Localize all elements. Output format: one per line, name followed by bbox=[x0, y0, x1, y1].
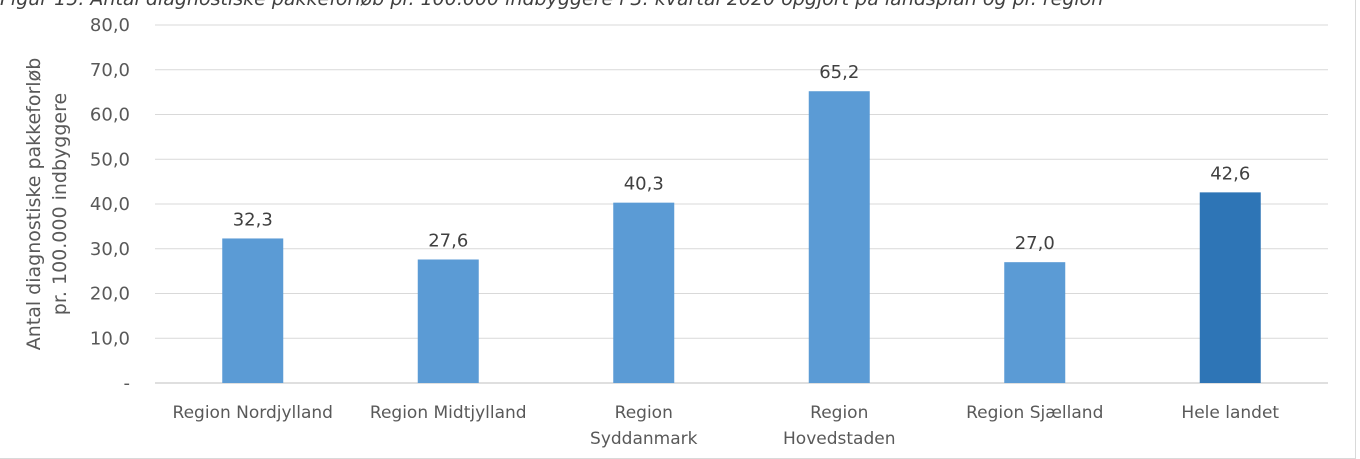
data-label: 40,3 bbox=[624, 174, 664, 195]
x-category-label-line: Syddanmark bbox=[590, 429, 698, 449]
x-category-label-line: Region Sjælland bbox=[966, 403, 1103, 423]
y-tick-label: 70,0 bbox=[90, 60, 130, 81]
x-category-label: Region Midtjylland bbox=[370, 403, 527, 423]
data-label: 27,0 bbox=[1015, 233, 1055, 254]
figure-caption: Figur 15. Antal diagnostiske pakkeforløb… bbox=[0, 0, 1360, 12]
x-category-label: Region Hovedstaden bbox=[783, 403, 895, 449]
y-tick-label: 50,0 bbox=[90, 149, 130, 170]
bar bbox=[1004, 262, 1066, 383]
x-category-label: Hele landet bbox=[1181, 403, 1279, 423]
x-category-label-line: Region Midtjylland bbox=[370, 403, 527, 423]
y-tick-label: 30,0 bbox=[90, 239, 130, 260]
y-axis-title-line: pr. 100.000 indbyggere bbox=[49, 93, 71, 315]
x-category-label-line: Region bbox=[810, 403, 868, 423]
data-label: 32,3 bbox=[233, 209, 273, 230]
y-tick-label: 40,0 bbox=[90, 194, 130, 215]
bar bbox=[1199, 192, 1261, 383]
frame-border-right bbox=[1355, 0, 1356, 459]
x-category-label: Region Syddanmark bbox=[590, 403, 698, 449]
bar bbox=[808, 91, 870, 383]
x-category-label-line: Hele landet bbox=[1181, 403, 1279, 423]
bar bbox=[417, 259, 479, 383]
data-label: 27,6 bbox=[428, 230, 468, 251]
y-tick-label: 80,0 bbox=[90, 15, 130, 36]
y-axis-title: Antal diagnostiske pakkeforløb pr. 100.00… bbox=[23, 58, 71, 351]
y-tick-label: 20,0 bbox=[90, 284, 130, 305]
x-category-label-line: Hovedstaden bbox=[783, 429, 895, 449]
x-category-label-line: Region bbox=[615, 403, 673, 423]
data-label: 65,2 bbox=[819, 62, 859, 83]
bar bbox=[222, 238, 284, 383]
data-label: 42,6 bbox=[1210, 163, 1250, 184]
y-axis-title-line: Antal diagnostiske pakkeforløb bbox=[23, 58, 45, 351]
y-tick-label: 60,0 bbox=[90, 105, 130, 126]
x-category-label: Region Nordjylland bbox=[173, 403, 333, 423]
y-tick-label: 10,0 bbox=[90, 328, 130, 349]
x-category-label-line: Region Nordjylland bbox=[173, 403, 333, 423]
x-category-label: Region Sjælland bbox=[966, 403, 1103, 423]
bar bbox=[613, 202, 675, 383]
y-tick-label: - bbox=[124, 373, 131, 394]
